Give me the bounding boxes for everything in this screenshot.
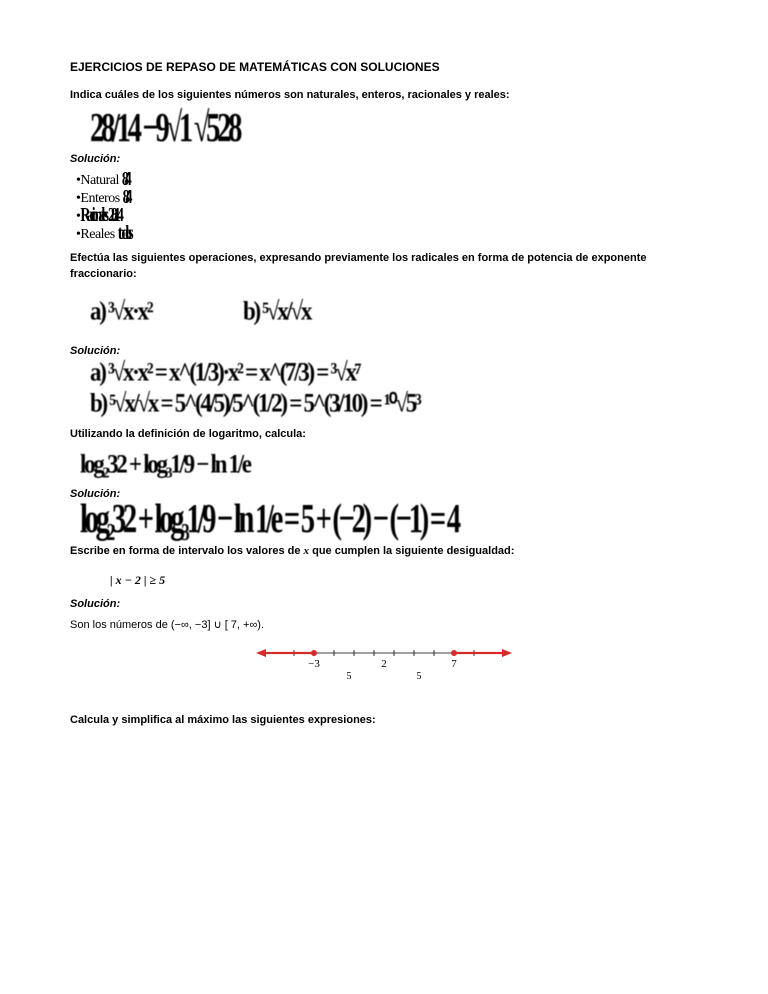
q2-expr-a: a) ³√x·x² (90, 302, 151, 324)
q4-prompt-post: que cumplen la siguiente desigualdad: (309, 545, 514, 557)
q1-solution-label: Solución: (70, 153, 698, 165)
q1-b3-label: Racionales (80, 209, 105, 224)
q1-bullet-naturals: •Natural 8/4 (76, 173, 698, 189)
q4-number-line-wrap: −3 2 7 5 5 (70, 641, 698, 683)
q4-interval-text: Son los números de (−∞, −3] ∪ [ 7, +∞). (70, 618, 698, 631)
q2-prompt: Efectúa las siguientes operaciones, expr… (70, 251, 698, 282)
numline-tick-neg3: −3 (308, 658, 320, 670)
q1-b2-label: Enteros (80, 191, 119, 206)
q1-bullet-enteros: •Enteros 8/4 (76, 191, 698, 207)
q4-prompt-pre: Escribe en forma de intervalo los valore… (70, 545, 304, 557)
q3-expr: log₂32 + log₃1/9 − ln 1/e (80, 454, 768, 476)
number-line-svg: −3 2 7 5 5 (254, 641, 514, 683)
q5-prompt: Calcula y simplifica al máximo las sigui… (70, 713, 698, 728)
numline-tick-7: 7 (451, 658, 457, 670)
numline-tick-2: 2 (381, 658, 387, 670)
q2-expr-b: b) ⁵√x/√x (243, 302, 310, 324)
numline-dist-right: 5 (417, 671, 422, 682)
q4-abs-expr: | x − 2 | ≥ 5 (110, 573, 698, 588)
q4-prompt: Escribe en forma de intervalo los valore… (70, 544, 698, 559)
q2-sol-a: a) ³√x·x² = x^(1/3)·x² = x^(7/3) = ³√x⁷ (90, 363, 768, 385)
document-page: EJERCICIOS DE REPASO DE MATEMÁTICAS CON … (0, 0, 768, 994)
page-title: EJERCICIOS DE REPASO DE MATEMÁTICAS CON … (70, 60, 698, 74)
q1-b4-val: todos (118, 224, 130, 246)
q3-sol: log₂32 + log₃1/9 − ln 1/e = 5 + (−2) − (… (80, 501, 760, 536)
q1-bullet-racionales: •Racionales 28/14 (76, 209, 698, 225)
q1-expression: 28/14 −9√1 √528 (90, 111, 759, 146)
numline-dist-left: 5 (347, 671, 352, 682)
q2-sol-b: b) ⁵√x/√x = 5^(4/5)/5^(1/2) = 5^(3/10) =… (90, 394, 768, 416)
q1-bullet-reales: •Reales todos (76, 227, 698, 243)
q4-solution-label: Solución: (70, 598, 698, 610)
q1-b1-label: Natural (80, 173, 118, 188)
q1-b4-label: Reales (80, 227, 114, 242)
q2-solution-label: Solución: (70, 345, 698, 357)
q3-prompt: Utilizando la definición de logaritmo, c… (70, 427, 698, 442)
q1-prompt: Indica cuáles de los siguientes números … (70, 88, 698, 103)
q1-b2-val: 8/4 (123, 188, 129, 210)
